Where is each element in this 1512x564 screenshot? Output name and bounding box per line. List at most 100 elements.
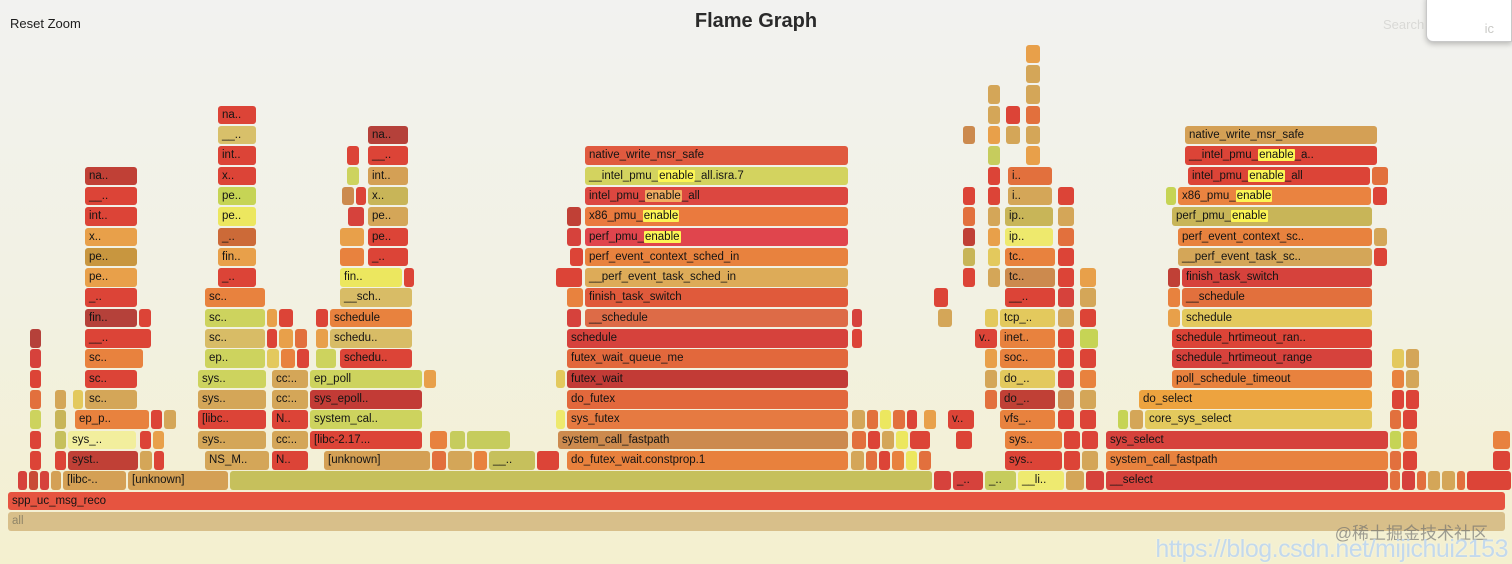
flame-frame[interactable]: [30, 430, 41, 450]
flame-frame[interactable]: [140, 430, 151, 450]
flame-frame[interactable]: [1403, 410, 1417, 429]
flame-frame[interactable]: sys..: [198, 430, 266, 450]
flame-frame[interactable]: schedule: [330, 308, 412, 328]
flame-frame[interactable]: soc..: [1000, 349, 1055, 368]
flame-frame[interactable]: [30, 410, 41, 429]
flame-frame[interactable]: [852, 410, 865, 429]
flame-frame[interactable]: cc:..: [272, 369, 308, 389]
flame-frame[interactable]: [30, 349, 41, 368]
flame-frame[interactable]: __schedule: [1182, 288, 1372, 307]
flame-frame[interactable]: futex_wait_queue_me: [567, 349, 848, 368]
flame-frame[interactable]: __perf_event_task_sched_in: [585, 268, 848, 287]
flame-frame[interactable]: __sch..: [340, 288, 412, 307]
flame-frame[interactable]: [852, 329, 862, 348]
flame-frame[interactable]: __..: [85, 329, 151, 348]
flame-frame[interactable]: perf_pmu_enable: [585, 227, 848, 247]
flame-frame[interactable]: [556, 410, 565, 429]
flame-frame[interactable]: x86_pmu_enable: [585, 207, 848, 226]
flame-frame[interactable]: __..: [218, 125, 256, 145]
flame-frame[interactable]: [1166, 186, 1176, 206]
flame-frame[interactable]: [1058, 329, 1074, 348]
flame-frame[interactable]: [1006, 125, 1020, 145]
flame-frame[interactable]: [356, 186, 366, 206]
flame-frame[interactable]: [unknown]: [324, 451, 430, 470]
flame-frame[interactable]: [985, 308, 998, 328]
flame-frame[interactable]: [348, 207, 364, 226]
flame-frame[interactable]: [1026, 105, 1040, 125]
flame-frame[interactable]: sc..: [205, 308, 265, 328]
flame-frame[interactable]: [1080, 288, 1096, 307]
flame-frame[interactable]: x..: [368, 186, 408, 206]
flame-frame[interactable]: x86_pmu_enable: [1178, 186, 1371, 206]
flame-frame[interactable]: schedu..: [330, 329, 412, 348]
flame-frame[interactable]: ep_p..: [75, 410, 149, 429]
flame-frame[interactable]: [1080, 369, 1096, 389]
flame-frame[interactable]: __intel_pmu_enable_a..: [1185, 146, 1377, 165]
flame-frame[interactable]: [963, 207, 975, 226]
flame-frame[interactable]: ip..: [1005, 227, 1053, 247]
flame-frame[interactable]: [1058, 227, 1074, 247]
flame-frame[interactable]: [924, 410, 936, 429]
flame-frame[interactable]: [868, 430, 880, 450]
flame-frame[interactable]: N..: [272, 410, 308, 429]
flame-frame[interactable]: [1058, 369, 1074, 389]
flame-frame[interactable]: [1080, 349, 1096, 368]
flame-frame[interactable]: [1058, 410, 1074, 429]
flame-frame[interactable]: [1392, 349, 1404, 368]
flame-frame[interactable]: [1058, 308, 1074, 328]
flame-frame[interactable]: sys..: [1005, 430, 1062, 450]
flame-frame[interactable]: [libc-2.17...: [310, 430, 422, 450]
flame-frame[interactable]: spp_uc_msg_reco: [8, 491, 1505, 511]
flame-frame[interactable]: __..: [489, 451, 535, 470]
flame-frame[interactable]: [1058, 288, 1074, 307]
flame-frame[interactable]: [1374, 227, 1387, 247]
flame-frame[interactable]: [988, 105, 1000, 125]
flame-frame[interactable]: [988, 146, 1000, 165]
flame-frame[interactable]: [934, 471, 951, 490]
flame-frame[interactable]: [963, 186, 975, 206]
flame-frame[interactable]: [424, 369, 436, 389]
flame-frame[interactable]: __intel_pmu_enable_all.isra.7: [585, 166, 848, 186]
flame-frame[interactable]: perf_event_context_sched_in: [585, 247, 848, 267]
flame-frame[interactable]: [libc-..: [63, 471, 126, 490]
flame-frame[interactable]: [30, 390, 41, 409]
flame-frame[interactable]: [1058, 207, 1074, 226]
flame-frame[interactable]: [852, 308, 862, 328]
flame-frame[interactable]: [1130, 410, 1143, 429]
flame-frame[interactable]: __schedule: [585, 308, 848, 328]
flame-frame[interactable]: [1402, 471, 1415, 490]
flame-frame[interactable]: [985, 369, 997, 389]
flame-frame[interactable]: [347, 166, 359, 186]
flame-frame[interactable]: [450, 430, 465, 450]
flame-frame[interactable]: [896, 430, 908, 450]
flame-frame[interactable]: [988, 268, 1000, 287]
flame-frame[interactable]: [1390, 430, 1401, 450]
flame-frame[interactable]: ip..: [1005, 207, 1053, 226]
flame-frame[interactable]: sys_futex: [567, 410, 848, 429]
flame-frame[interactable]: [55, 390, 66, 409]
flame-frame[interactable]: [279, 308, 293, 328]
flame-frame[interactable]: _..: [218, 268, 256, 287]
flame-frame[interactable]: [1373, 186, 1387, 206]
flame-frame[interactable]: [153, 430, 164, 450]
flame-frame[interactable]: [30, 451, 41, 470]
flame-frame[interactable]: _..: [953, 471, 983, 490]
flame-frame[interactable]: [316, 349, 336, 368]
flame-frame[interactable]: [985, 349, 997, 368]
flame-frame[interactable]: __..: [1005, 288, 1055, 307]
flame-frame[interactable]: [29, 471, 38, 490]
flame-frame[interactable]: [154, 451, 164, 470]
flame-frame[interactable]: [164, 410, 176, 429]
flame-frame[interactable]: [1372, 166, 1388, 186]
flame-frame[interactable]: [537, 451, 559, 470]
flame-frame[interactable]: [1066, 471, 1084, 490]
flame-frame[interactable]: [1026, 64, 1040, 84]
flame-frame[interactable]: [1417, 471, 1426, 490]
flame-frame[interactable]: int..: [218, 146, 256, 165]
flame-frame[interactable]: [279, 329, 293, 348]
flame-frame[interactable]: fin..: [340, 268, 402, 287]
flame-frame[interactable]: [963, 227, 975, 247]
flame-frame[interactable]: [1026, 146, 1040, 165]
flame-frame[interactable]: [1006, 105, 1020, 125]
flame-frame[interactable]: [281, 349, 295, 368]
